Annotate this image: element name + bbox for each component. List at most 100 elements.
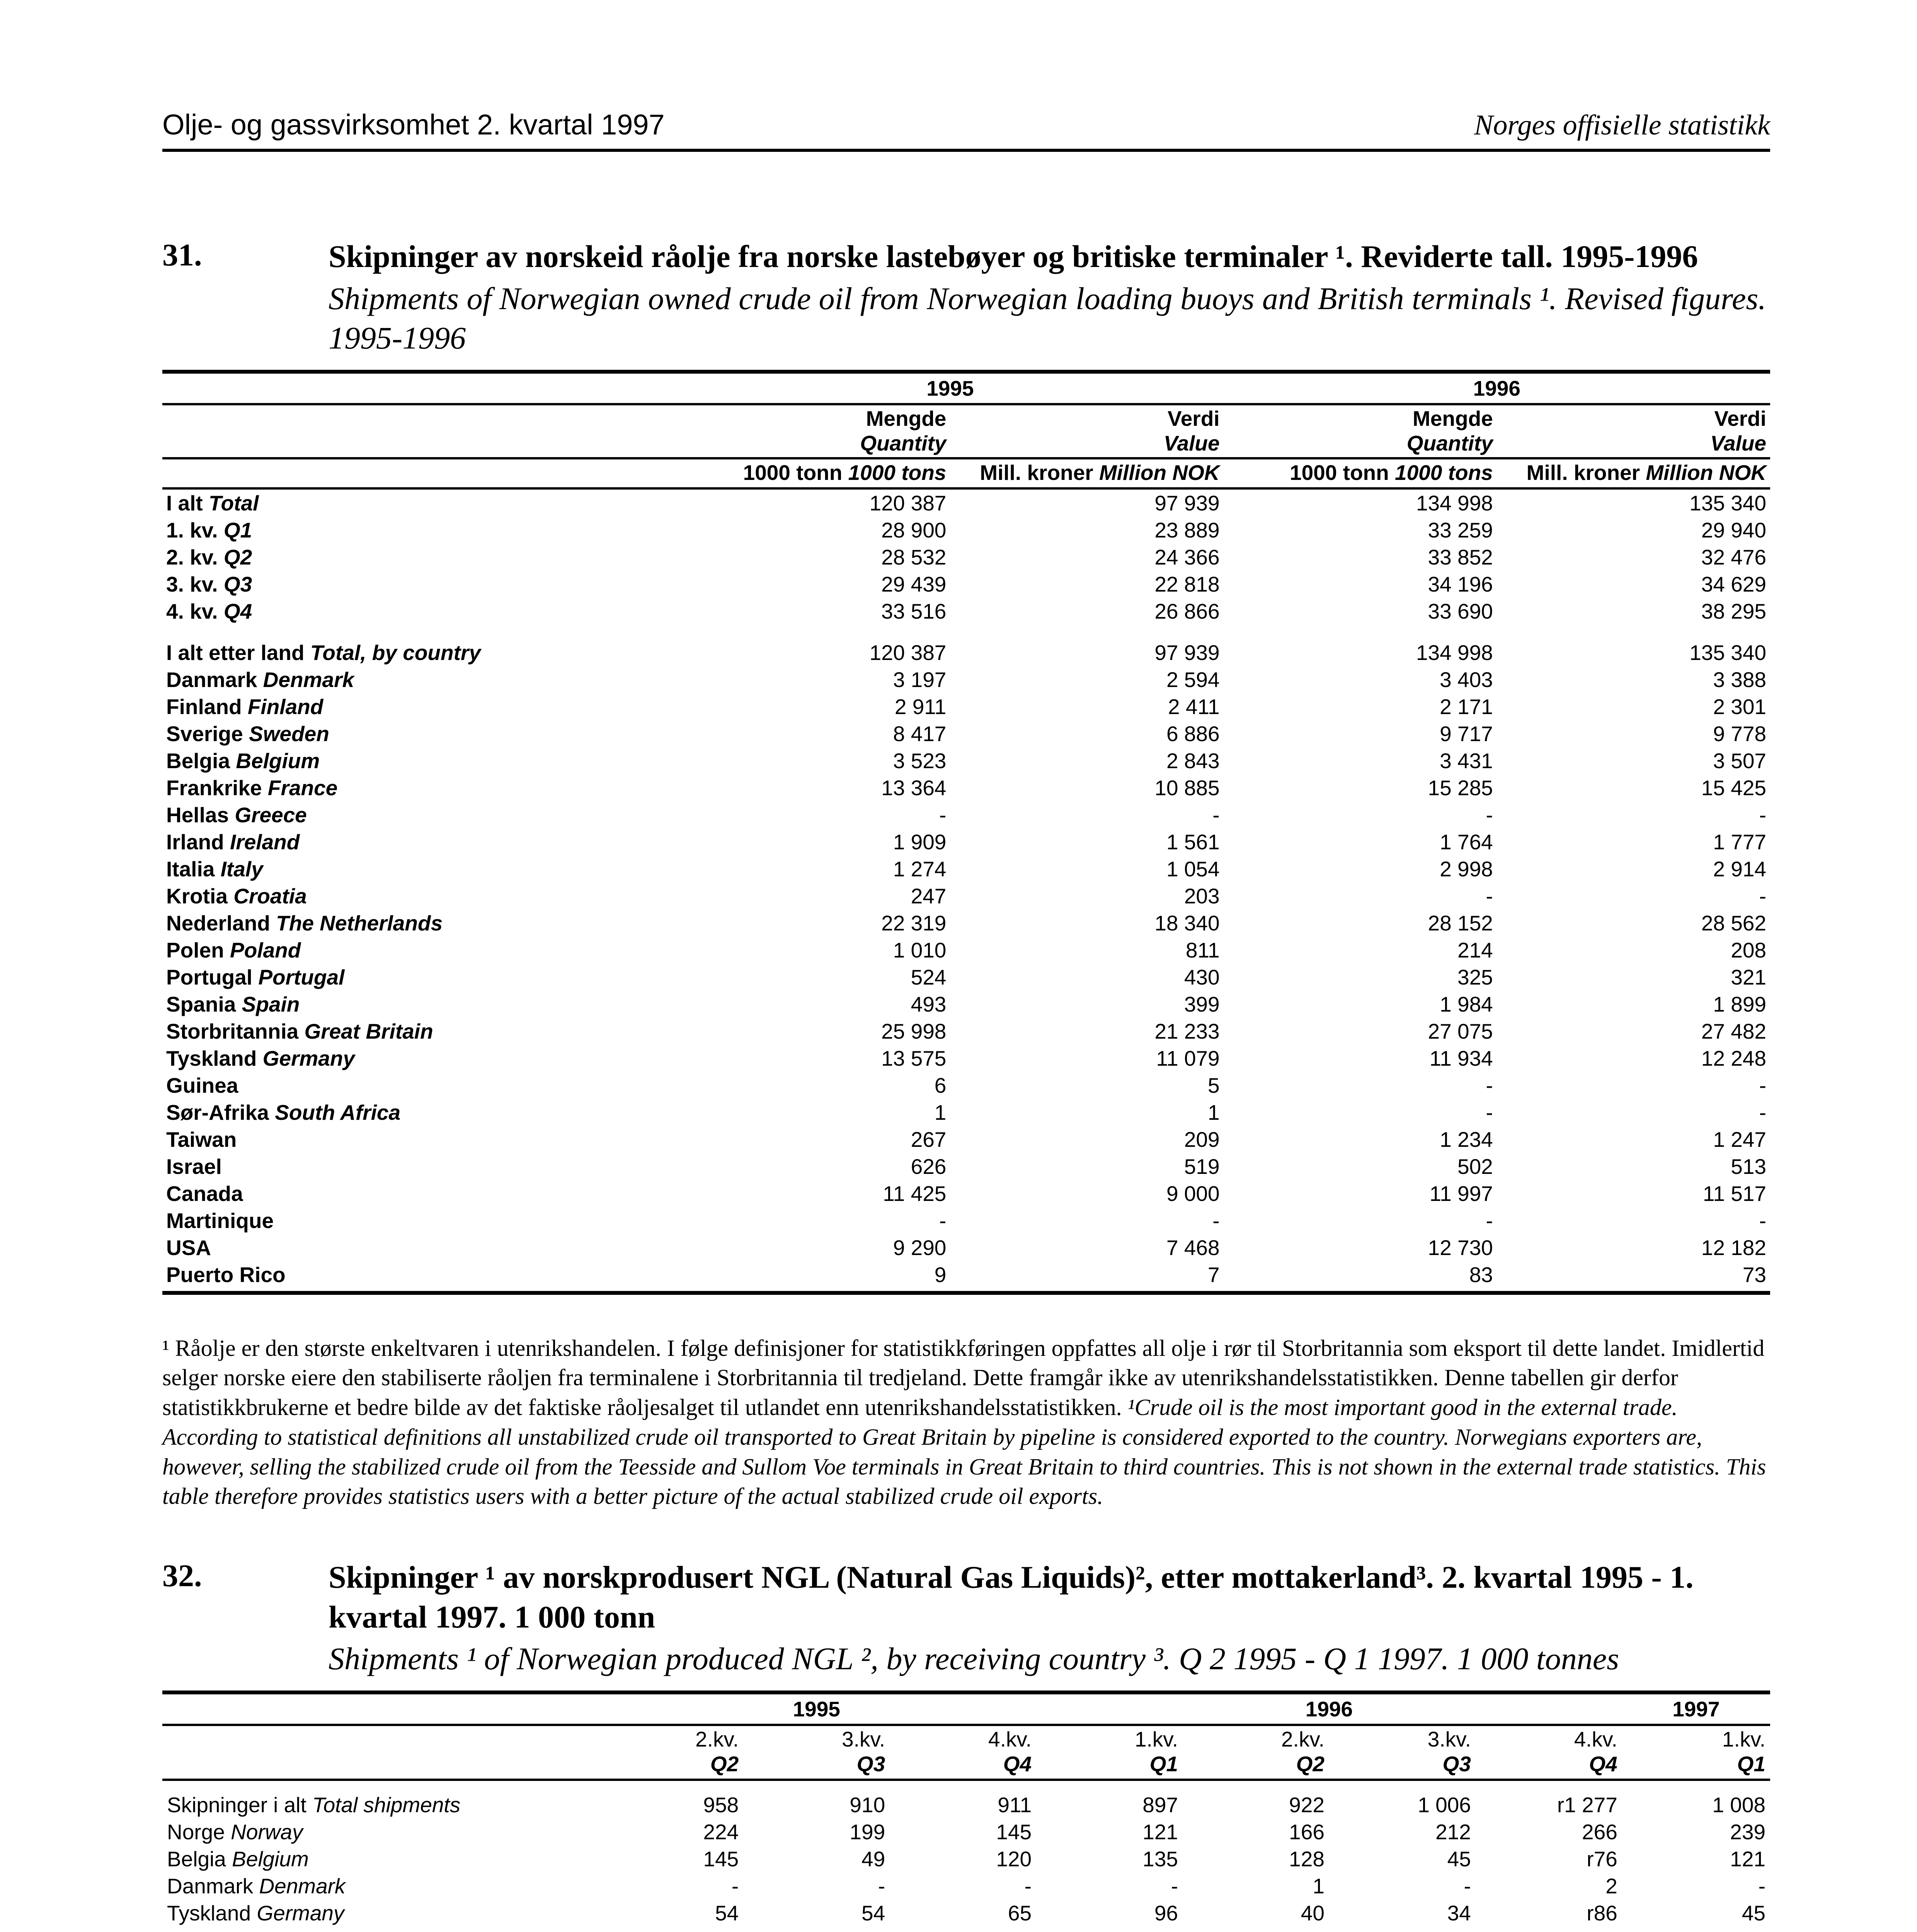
table-cell: 3 403	[1224, 666, 1497, 693]
section-32-title-no: Skipninger ¹ av norskprodusert NGL (Natu…	[329, 1558, 1770, 1637]
table-cell: 519	[950, 1153, 1223, 1180]
table-cell: 1 899	[1497, 991, 1770, 1018]
table-cell: r86	[1476, 1900, 1622, 1927]
table-cell: 10 885	[950, 774, 1223, 801]
table-row-label: Canada	[162, 1180, 677, 1207]
table-cell: 910	[743, 1780, 890, 1818]
table-cell: 199	[743, 1818, 890, 1845]
table-cell: 24 366	[950, 544, 1223, 571]
table-cell: 1	[677, 1099, 950, 1126]
table-cell: 34	[1329, 1900, 1476, 1927]
table-cell: 399	[950, 991, 1223, 1018]
table-cell: 38 295	[1497, 598, 1770, 625]
table-cell: 166	[1183, 1818, 1329, 1845]
unit-val-96: Mill. kroner Million NOK	[1497, 458, 1770, 488]
table-cell: 3 388	[1497, 666, 1770, 693]
table-cell: 59	[597, 1927, 743, 1932]
table-cell: 8 417	[677, 720, 950, 747]
table-cell: 26 866	[950, 598, 1223, 625]
table-cell: 27 482	[1497, 1018, 1770, 1045]
table-cell: -	[1497, 1099, 1770, 1126]
table-cell: 120 387	[677, 488, 950, 517]
table-cell: 7	[950, 1261, 1223, 1293]
table-row-label: 2. kv. Q2	[162, 544, 677, 571]
table-cell: 134 998	[1224, 488, 1497, 517]
table-cell: 321	[1497, 964, 1770, 991]
table-cell: 45	[1622, 1900, 1770, 1927]
table-cell: 15 425	[1497, 774, 1770, 801]
table-cell: -	[950, 801, 1223, 828]
table-cell: 247	[677, 883, 950, 910]
table-cell: 1 054	[950, 855, 1223, 883]
section-31-title-no: Skipninger av norskeid råolje fra norske…	[329, 237, 1770, 277]
table-cell: 69	[1036, 1927, 1183, 1932]
table-cell: 28 532	[677, 544, 950, 571]
table-row-label: Martinique	[162, 1207, 677, 1234]
table-cell: 9 778	[1497, 720, 1770, 747]
table-cell: 49	[743, 1845, 890, 1872]
table-31-year-1996: 1996	[1224, 372, 1770, 404]
header-right: Norges offisielle statistikk	[1474, 109, 1770, 142]
table-cell: 23 889	[950, 517, 1223, 544]
table-cell: 1 006	[1329, 1780, 1476, 1818]
table-cell: 9 717	[1224, 720, 1497, 747]
table-cell: 2	[1476, 1872, 1622, 1900]
table-cell: 626	[677, 1153, 950, 1180]
table-cell: 11 079	[950, 1045, 1223, 1072]
table-cell: 83	[1224, 1261, 1497, 1293]
table-cell: 135	[1036, 1845, 1183, 1872]
table-cell: 11 425	[677, 1180, 950, 1207]
table-cell: -	[1329, 1872, 1476, 1900]
table-cell: 212	[1329, 1818, 1476, 1845]
table-cell: 33 852	[1224, 544, 1497, 571]
table-cell: -	[743, 1872, 890, 1900]
section-31-heading: 31. Skipninger av norskeid råolje fra no…	[162, 237, 1770, 358]
section-32-heading: 32. Skipninger ¹ av norskprodusert NGL (…	[162, 1558, 1770, 1679]
table-cell: 1	[1183, 1872, 1329, 1900]
table-cell: -	[597, 1872, 743, 1900]
table-cell: 524	[677, 964, 950, 991]
table-cell: 145	[597, 1845, 743, 1872]
table-cell: 1 274	[677, 855, 950, 883]
table-row-label: Italia Italy	[162, 855, 677, 883]
table-cell: 922	[1183, 1780, 1329, 1818]
table-cell: 28 900	[677, 517, 950, 544]
table-cell: 1 909	[677, 828, 950, 855]
table-cell: 11 517	[1497, 1180, 1770, 1207]
table-row-label: Puerto Rico	[162, 1261, 677, 1293]
table-cell: 3 523	[677, 747, 950, 774]
table-cell: 6 886	[950, 720, 1223, 747]
table-cell: 214	[1224, 937, 1497, 964]
table-cell: 53	[1183, 1927, 1329, 1932]
table-31: 1995 1996 Mengde Verdi Mengde Verdi Quan…	[162, 370, 1770, 1295]
unit-val-95: Mill. kroner Million NOK	[950, 458, 1223, 488]
table-cell: 15 285	[1224, 774, 1497, 801]
table-cell: 135 340	[1497, 488, 1770, 517]
table-row-label: 4. kv. Q4	[162, 598, 677, 625]
table-row-label: I alt Total	[162, 488, 677, 517]
table-cell: r76	[1476, 1845, 1622, 1872]
col-mengde-95: Mengde	[677, 404, 950, 431]
table-cell: 1 777	[1497, 828, 1770, 855]
table-cell: 22 319	[677, 910, 950, 937]
table-cell: 11 997	[1224, 1180, 1497, 1207]
table-cell: 135 340	[1497, 625, 1770, 666]
table-cell: 9 290	[677, 1234, 950, 1261]
table-cell: 134 998	[1224, 625, 1497, 666]
table-cell: -	[1224, 1207, 1497, 1234]
table-32: 1995 1996 1997 2.kv. 3.kv. 4.kv. 1.kv. 2…	[162, 1690, 1770, 1932]
table-cell: 7 468	[950, 1234, 1223, 1261]
col-quantity-95: Quantity	[677, 431, 950, 458]
table-row-label: Storbritannia Great Britain	[162, 1018, 677, 1045]
table-cell: r1 277	[1476, 1780, 1622, 1818]
table-cell: 21 233	[950, 1018, 1223, 1045]
table-cell: 2 171	[1224, 693, 1497, 720]
table-cell: 1 234	[1224, 1126, 1497, 1153]
table-cell: 208	[1497, 937, 1770, 964]
table-cell: 29 940	[1497, 517, 1770, 544]
table-cell: -	[950, 1207, 1223, 1234]
table-cell: 2 411	[950, 693, 1223, 720]
table-cell: 502	[1224, 1153, 1497, 1180]
table-row-label: Spania Spain	[162, 991, 677, 1018]
section-31-footnote: ¹ Råolje er den største enkeltvaren i ut…	[162, 1333, 1770, 1512]
